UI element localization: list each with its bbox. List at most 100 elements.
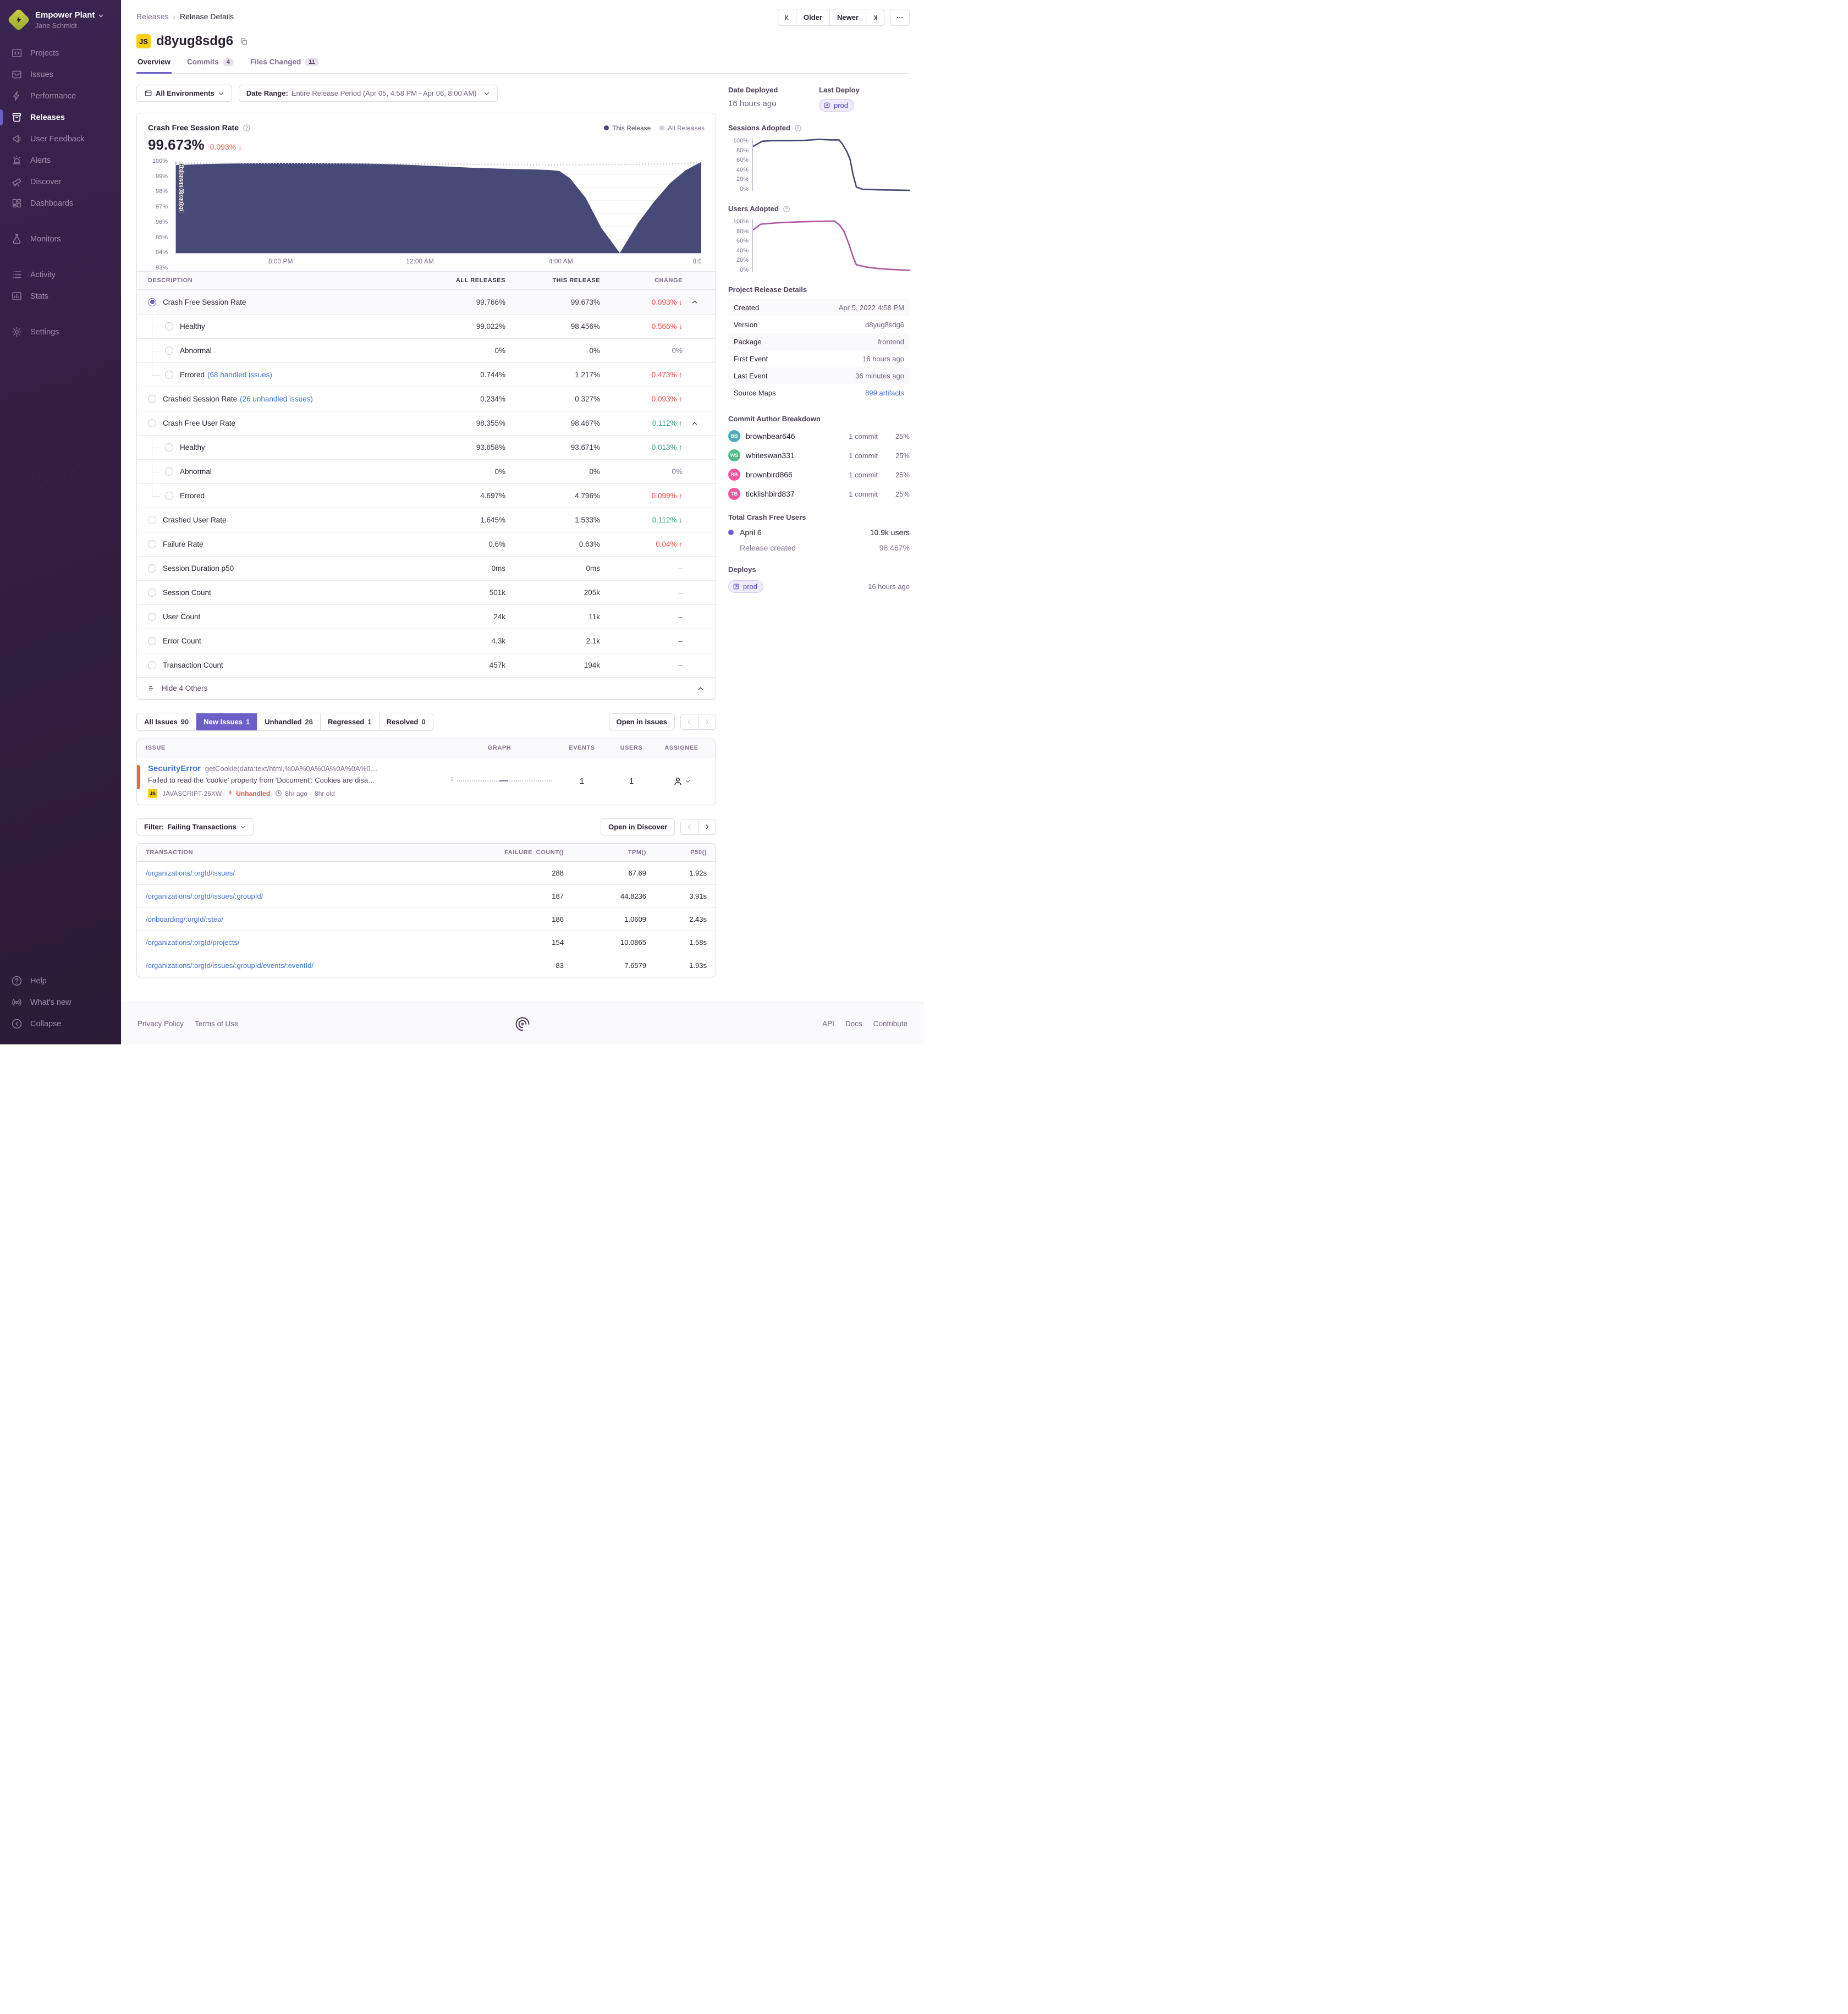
transaction-link[interactable]: /organizations/:orgId/projects/ [146,938,240,947]
metric-radio[interactable] [148,661,156,669]
sidebar-item-what-s-new[interactable]: What's new [0,992,121,1013]
sidebar-item-projects[interactable]: Projects [0,42,121,64]
metric-row-error-count[interactable]: Error Count 4.3k 2.1k – [137,629,716,653]
metric-radio[interactable] [148,419,156,427]
sidebar-item-user-feedback[interactable]: User Feedback [0,128,121,150]
metric-radio[interactable] [148,588,156,597]
tab-commits[interactable]: Commits 4 [186,58,235,74]
prod-deploy-chip[interactable]: prod [728,580,764,593]
issue-title-link[interactable]: SecurityError [148,764,201,773]
metric-row-session-duration-p50[interactable]: Session Duration p50 0ms 0ms – [137,556,716,580]
metric-radio[interactable] [165,467,173,476]
sidebar-item-monitors[interactable]: Monitors [0,228,121,250]
metric-row-failure-rate[interactable]: Failure Rate 0.6% 0.63% 0.04% ↑ [137,532,716,556]
help-circle-icon[interactable] [794,124,802,132]
metric-collapse-toggle[interactable] [683,411,707,435]
tab-files-changed[interactable]: Files Changed 11 [249,58,320,74]
oldest-release-button[interactable] [778,9,796,26]
metric-collapse-toggle[interactable] [683,290,707,314]
metric-subrow-errored[interactable]: Errored (68 handled issues) 0.744% 1.217% 0.… [137,362,716,387]
issues-tab-new-issues[interactable]: New Issues 1 [196,713,258,730]
metric-row-crashed-session-rate[interactable]: Crashed Session Rate (26 unhandled issues… [137,387,716,411]
issues-filter-tabs: All Issues 90 New Issues 1 Unhandled 26 Regres… [136,713,433,731]
sidebar-item-alerts[interactable]: Alerts [0,150,121,171]
issues-tab-resolved[interactable]: Resolved 0 [380,713,433,730]
y-tick-label: 95% [155,234,168,241]
sidebar-item-dashboards[interactable]: Dashboards [0,192,121,214]
help-circle-icon[interactable] [783,205,790,213]
metric-radio[interactable] [148,540,156,548]
sidebar-item-performance[interactable]: Performance [0,85,121,107]
metric-row-crashed-user-rate[interactable]: Crashed User Rate 1.645% 1.533% 0.112% ↓ [137,508,716,532]
crash-free-session-rate-chart[interactable]: Release Created [175,161,701,254]
sidebar-item-discover[interactable]: Discover [0,171,121,192]
more-actions-button[interactable] [890,9,910,26]
metric-row-session-count[interactable]: Session Count 501k 205k – [137,580,716,604]
issues-prev-page-button[interactable] [680,714,698,730]
metric-radio[interactable] [148,613,156,621]
metric-radio[interactable] [148,516,156,524]
metric-subrow-errored[interactable]: Errored 4.697% 4.796% 0.099% ↑ [137,483,716,508]
footer-link-terms-of-use[interactable]: Terms of Use [195,1020,239,1028]
issues-tab-all-issues[interactable]: All Issues 90 [137,713,197,730]
metric-subrow-abnormal[interactable]: Abnormal 0% 0% 0% [137,459,716,483]
metric-radio[interactable] [165,492,173,500]
issues-tab-unhandled[interactable]: Unhandled 26 [257,713,321,730]
tab-overview[interactable]: Overview [136,58,172,74]
copy-version-button[interactable] [240,37,248,46]
transactions-filter-label: Filter: [144,823,164,831]
footer-link-api[interactable]: API [822,1020,834,1028]
metric-row-transaction-count[interactable]: Transaction Count 457k 194k – [137,653,716,677]
metric-radio[interactable] [148,637,156,645]
sidebar-item-activity[interactable]: Activity [0,264,121,285]
transactions-prev-page-button[interactable] [680,819,698,835]
metric-subrow-healthy[interactable]: Healthy 93.658% 93.671% 0.013% ↑ [137,435,716,459]
transaction-link[interactable]: /organizations/:orgId/issues/:groupId/ev… [146,961,314,970]
newer-release-button[interactable]: Newer [829,9,866,26]
sidebar-item-issues[interactable]: Issues [0,64,121,85]
sidebar-item-help[interactable]: Help [0,970,121,992]
metric-radio[interactable] [165,443,173,452]
sidebar-item-collapse[interactable]: Collapse [0,1013,121,1034]
newest-release-button[interactable] [866,9,884,26]
metric-row-user-count[interactable]: User Count 24k 11k – [137,604,716,629]
metric-subrow-healthy[interactable]: Healthy 99.022% 98.456% 0.566% ↓ [137,314,716,338]
metric-radio[interactable] [148,298,156,306]
issues-tab-regressed[interactable]: Regressed 1 [321,713,380,730]
org-switcher[interactable]: Empower Plant Jane Schmidt [0,0,121,42]
metric-issues-link[interactable]: (26 unhandled issues) [240,395,313,403]
hide-others-button[interactable]: Hide 4 Others [137,677,716,699]
date-range-filter[interactable]: Date Range: Entire Release Period (Apr 0… [238,85,498,102]
metric-radio[interactable] [165,322,173,331]
metric-row-crash-free-user-rate[interactable]: Crash Free User Rate 98.355% 98.467% 0.112%… [137,411,716,435]
environment-filter[interactable]: All Environments [136,85,232,102]
metric-radio[interactable] [148,564,156,573]
sidebar-item-settings[interactable]: Settings [0,321,121,343]
footer-link-docs[interactable]: Docs [845,1020,862,1028]
open-in-discover-button[interactable]: Open in Discover [601,818,675,835]
breadcrumb-releases[interactable]: Releases [136,12,169,21]
metric-radio[interactable] [165,346,173,355]
detail-label: Created [734,304,760,312]
transactions-next-page-button[interactable] [698,819,716,835]
metric-row-crash-free-session-rate[interactable]: Crash Free Session Rate 99.766% 99.673% 0.0… [137,290,716,314]
metric-radio[interactable] [148,395,156,403]
metric-issues-link[interactable]: (68 handled issues) [207,371,272,379]
transaction-link[interactable]: /organizations/:orgId/issues/ [146,869,235,877]
open-in-issues-button[interactable]: Open in Issues [608,713,675,730]
source-maps-link[interactable]: 899 artifacts [865,389,904,397]
older-release-button[interactable]: Older [796,9,829,26]
issue-assignee-selector[interactable] [656,776,707,786]
footer-link-contribute[interactable]: Contribute [873,1020,908,1028]
metric-radio[interactable] [165,371,173,379]
sidebar-item-stats[interactable]: Stats [0,285,121,307]
transactions-filter[interactable]: Filter: Failing Transactions [136,818,254,835]
help-circle-icon[interactable] [243,124,251,132]
transaction-link[interactable]: /onboarding/:orgId/:step/ [146,915,223,923]
prod-deploy-chip[interactable]: prod [819,99,855,112]
metric-subrow-abnormal[interactable]: Abnormal 0% 0% 0% [137,338,716,362]
sidebar-item-releases[interactable]: Releases [0,107,121,128]
footer-link-privacy-policy[interactable]: Privacy Policy [138,1020,184,1028]
issues-next-page-button[interactable] [698,714,716,730]
transaction-link[interactable]: /organizations/:orgId/issues/:groupId/ [146,892,263,900]
